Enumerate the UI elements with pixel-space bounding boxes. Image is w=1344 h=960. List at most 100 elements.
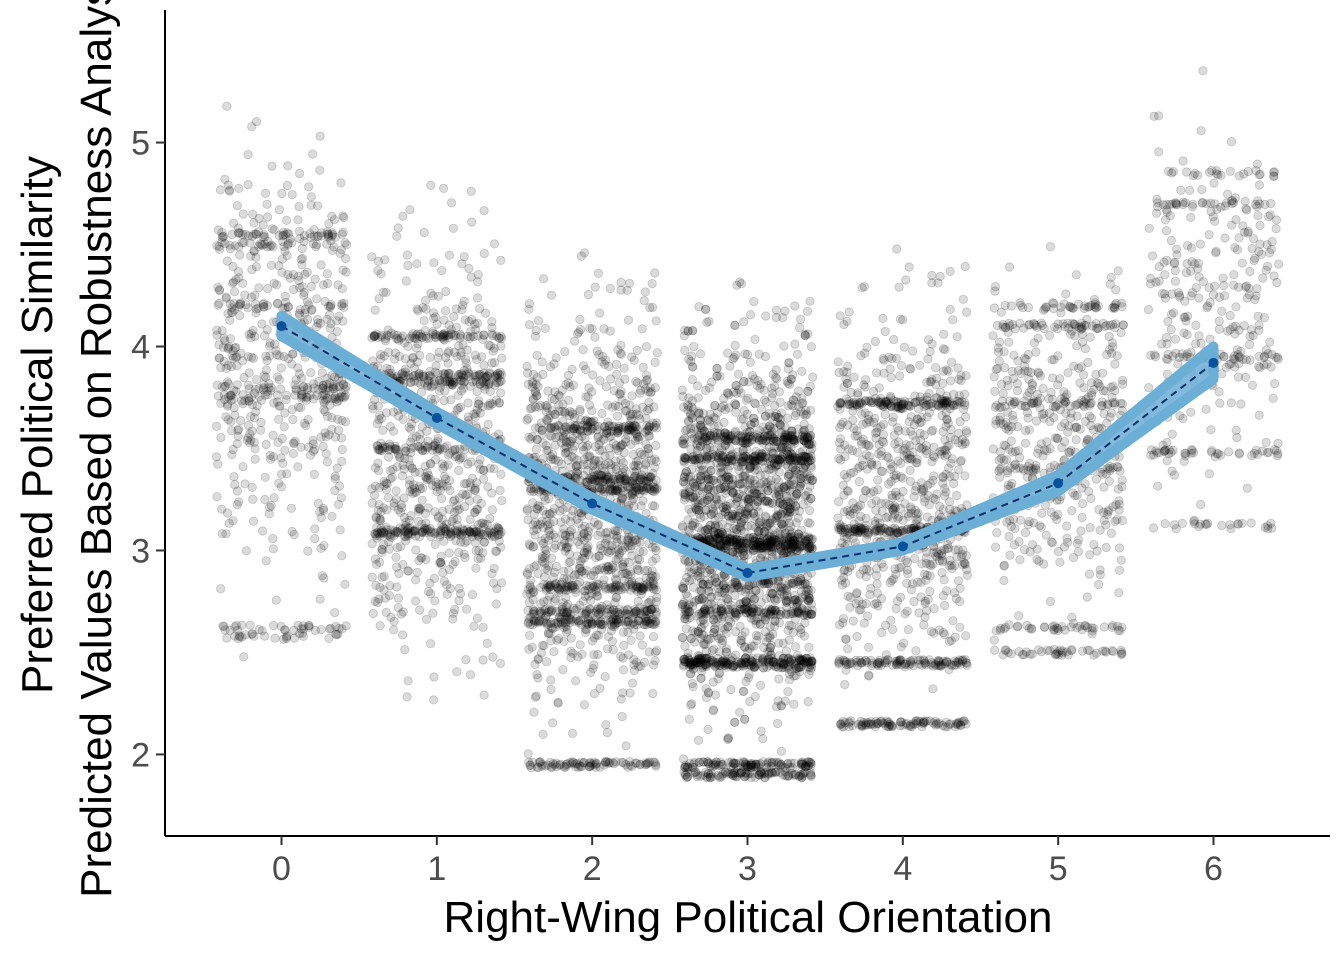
jitter-point-g1-544 xyxy=(452,667,462,677)
jitter-point-g2-1458 xyxy=(567,728,578,739)
jitter-point-g2-1360 xyxy=(561,447,571,458)
jitter-point-g2-936 xyxy=(648,631,659,642)
jitter-point-g0-87 xyxy=(223,344,233,354)
jitter-point-g0-646 xyxy=(214,285,225,295)
jitter-point-g0-374 xyxy=(275,401,285,411)
jitter-point-g1-356 xyxy=(402,250,412,260)
jitter-point-g1-997 xyxy=(440,474,451,484)
jitter-point-g2-1391 xyxy=(632,345,642,355)
jitter-point-g1-141 xyxy=(428,695,439,705)
jitter-point-g1-820 xyxy=(496,469,506,479)
jitter-point-g2-1 xyxy=(546,684,556,695)
jitter-point-g0-467 xyxy=(251,308,261,318)
jitter-point-g1-961 xyxy=(472,318,483,328)
jitter-point-g0-70 xyxy=(298,382,308,392)
jitter-point-g2-1034 xyxy=(525,620,535,630)
jitter-point-g1-890 xyxy=(389,498,399,508)
jitter-point-g0-312 xyxy=(315,594,325,604)
jitter-point-g0-663 xyxy=(339,380,349,390)
jitter-point-g2-1589 xyxy=(633,425,643,435)
jitter-point-g0-342 xyxy=(297,373,307,383)
jitter-point-g0-677 xyxy=(290,390,300,400)
jitter-point-g2-1505 xyxy=(538,615,548,626)
jitter-point-g1-977 xyxy=(473,520,483,530)
jitter-point-g2-1245 xyxy=(618,665,629,675)
jitter-point-g0-691 xyxy=(246,435,256,445)
jitter-point-g2-1587 xyxy=(564,613,575,623)
jitter-point-g1-720 xyxy=(412,259,422,269)
jitter-point-g2-1053 xyxy=(556,541,567,551)
jitter-point-g2-1247 xyxy=(582,420,592,430)
jitter-point-g2-1571 xyxy=(588,582,598,592)
jitter-point-g2-1038 xyxy=(531,444,542,454)
jitter-point-g0-482 xyxy=(340,238,350,248)
jitter-point-g2-503 xyxy=(595,683,605,694)
jitter-point-g0-598 xyxy=(299,382,309,392)
jitter-point-g3-938 xyxy=(772,718,783,729)
jitter-point-g3-1213 xyxy=(806,342,817,352)
jitter-point-g2-1581 xyxy=(574,435,584,445)
jitter-point-g2-555 xyxy=(651,316,661,326)
jitter-point-g0-689 xyxy=(297,260,307,270)
jitter-point-g0-62 xyxy=(340,417,351,427)
jitter-point-g2-348 xyxy=(650,268,660,278)
jitter-point-g0-3 xyxy=(287,238,297,248)
jitter-point-g0-408 xyxy=(288,349,298,359)
jitter-point-g0-516 xyxy=(321,449,331,459)
jitter-point-g3-1358 xyxy=(680,345,690,356)
jitter-point-g1-981 xyxy=(377,445,387,456)
jitter-point-g1-837 xyxy=(369,331,379,341)
jitter-point-g2-669 xyxy=(622,285,632,295)
jitter-point-g0-269 xyxy=(216,432,226,443)
jitter-point-g0-59 xyxy=(276,363,286,373)
jitter-point-g1-824 xyxy=(406,424,416,434)
jitter-point-g0-569 xyxy=(251,374,261,385)
jitter-point-g1-897 xyxy=(432,486,442,497)
jitter-point-g0-637 xyxy=(338,316,348,326)
jitter-point-g2-1292 xyxy=(579,700,590,710)
jitter-point-g3-1167 xyxy=(782,413,793,423)
jitter-point-g2-1117 xyxy=(648,688,658,699)
jitter-point-g0-103 xyxy=(212,491,222,502)
jitter-point-g0-88 xyxy=(273,437,283,447)
jitter-point-g2-280 xyxy=(617,711,627,722)
jitter-point-g1-670 xyxy=(429,672,439,682)
jitter-point-g1-594 xyxy=(398,211,408,221)
jitter-point-g1-987 xyxy=(372,597,383,608)
jitter-point-g2-1545 xyxy=(623,488,633,498)
jitter-point-g0-48 xyxy=(340,253,351,264)
jitter-point-g0-657 xyxy=(323,232,334,242)
jitter-point-g0-590 xyxy=(322,314,332,324)
jitter-point-g2-1412 xyxy=(619,640,629,651)
jitter-point-g1-706 xyxy=(405,475,415,485)
jitter-point-g1-984 xyxy=(494,536,504,546)
jitter-point-g1-994 xyxy=(374,499,384,510)
jitter-point-g0-98 xyxy=(263,283,273,294)
jitter-point-g0-97 xyxy=(336,493,346,503)
jitter-point-g3-1613 xyxy=(745,357,755,367)
jitter-point-g0-454 xyxy=(281,215,292,225)
jitter-point-g1-951 xyxy=(393,602,403,613)
jitter-point-g2-1111 xyxy=(640,287,650,297)
jitter-point-g0-14 xyxy=(249,353,259,363)
jitter-point-g3-1634 xyxy=(767,383,777,393)
jitter-point-g2-1399 xyxy=(644,422,654,432)
jitter-point-g2-1010 xyxy=(641,370,652,380)
jitter-point-g0-126 xyxy=(337,444,347,455)
jitter-point-g3-1327 xyxy=(778,312,788,323)
jitter-point-g1-180 xyxy=(370,305,380,315)
jitter-point-g1-935 xyxy=(459,445,469,455)
jitter-point-g0-50 xyxy=(222,377,232,387)
jitter-point-g1-270 xyxy=(461,654,471,665)
jitter-point-g0-355 xyxy=(330,471,340,481)
jitter-point-g2-1146 xyxy=(605,283,615,294)
jitter-point-g0-674 xyxy=(336,391,346,402)
jitter-point-g2-1474 xyxy=(628,449,639,460)
jitter-point-g1-618 xyxy=(401,276,411,286)
jitter-point-g3-760 xyxy=(749,296,759,307)
jitter-point-g2-504 xyxy=(593,530,603,541)
jitter-point-g0-452 xyxy=(294,168,305,179)
jitter-point-g2-1524 xyxy=(579,757,589,768)
jitter-point-g2-1489 xyxy=(604,758,614,769)
